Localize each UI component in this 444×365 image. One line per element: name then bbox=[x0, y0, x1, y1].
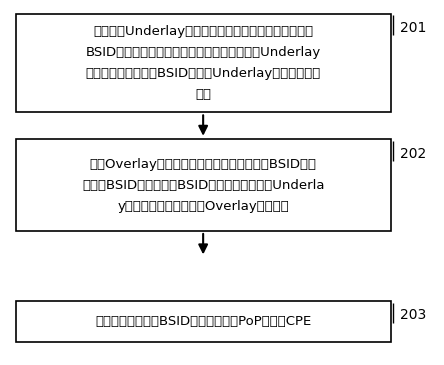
Text: 转发路径，所述第一BSID与所述Underlay转发路径一一: 转发路径，所述第一BSID与所述Underlay转发路径一一 bbox=[86, 67, 321, 80]
Text: 获取表征Underlay网络的不同网络服务能力的多个第一: 获取表征Underlay网络的不同网络服务能力的多个第一 bbox=[93, 25, 313, 38]
Text: y网络的网络服务能力的Overlay路由信息: y网络的网络服务能力的Overlay路由信息 bbox=[118, 200, 289, 212]
Text: 203: 203 bbox=[400, 308, 426, 322]
Text: 将生成的所述第二BSID发送至相应的PoP设备及CPE: 将生成的所述第二BSID发送至相应的PoP设备及CPE bbox=[95, 315, 312, 328]
Text: 成第二BSID，所述第二BSID用于指示融合所述Underla: 成第二BSID，所述第二BSID用于指示融合所述Underla bbox=[82, 179, 325, 192]
Bar bbox=[16, 14, 391, 112]
Text: 202: 202 bbox=[400, 147, 426, 161]
Text: 201: 201 bbox=[400, 21, 426, 35]
Text: BSID；其中，各所述网络服务能力具有对应的Underlay: BSID；其中，各所述网络服务能力具有对应的Underlay bbox=[86, 46, 321, 59]
Text: 基于Overlay网络的源路由策略和各所述第一BSID，生: 基于Overlay网络的源路由策略和各所述第一BSID，生 bbox=[90, 158, 317, 171]
Text: 对应: 对应 bbox=[195, 88, 211, 101]
Bar bbox=[16, 301, 391, 342]
Bar bbox=[16, 139, 391, 231]
